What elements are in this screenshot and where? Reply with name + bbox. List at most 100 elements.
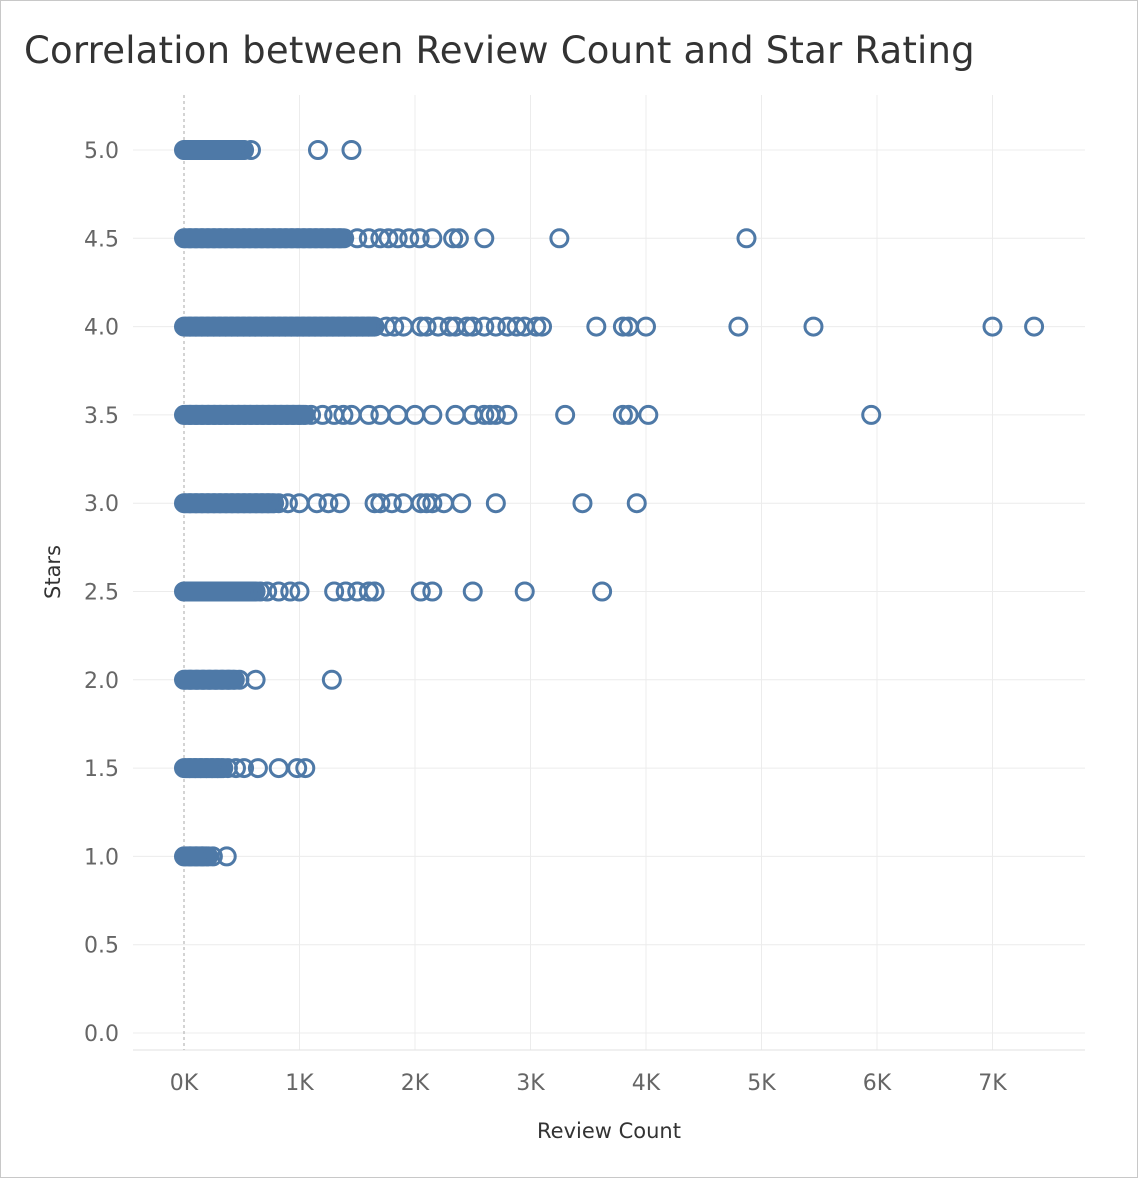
data-point xyxy=(497,404,518,425)
x-tick-label: 7K xyxy=(978,1071,1007,1096)
data-point xyxy=(358,404,379,425)
data-point xyxy=(462,581,483,602)
y-tick-label: 1.5 xyxy=(84,757,119,782)
x-tick-label: 4K xyxy=(632,1071,661,1096)
data-points xyxy=(174,140,1045,867)
data-point xyxy=(618,404,639,425)
y-tick-label: 0.0 xyxy=(84,1022,119,1047)
x-tick-label: 2K xyxy=(401,1071,430,1096)
data-point xyxy=(409,228,430,249)
data-point xyxy=(1024,316,1045,337)
data-point xyxy=(247,758,268,779)
data-point xyxy=(451,493,472,514)
y-tick-label: 4.5 xyxy=(84,227,119,252)
data-point xyxy=(289,581,310,602)
data-point xyxy=(318,493,339,514)
data-point xyxy=(532,316,553,337)
y-tick-label: 1.0 xyxy=(84,845,119,870)
data-point xyxy=(257,581,278,602)
data-point xyxy=(422,581,443,602)
data-point xyxy=(462,316,483,337)
y-tick-label: 2.5 xyxy=(84,581,119,606)
data-point xyxy=(307,140,328,160)
data-point xyxy=(216,846,237,867)
data-point xyxy=(306,493,327,514)
data-point xyxy=(982,316,1003,337)
data-point xyxy=(549,228,570,249)
data-point xyxy=(443,228,464,249)
data-point xyxy=(474,404,495,425)
dense-point-cluster xyxy=(175,140,253,160)
data-point xyxy=(448,228,469,249)
dense-point-cluster xyxy=(175,669,244,690)
data-point xyxy=(572,493,593,514)
data-point xyxy=(422,228,443,249)
data-point xyxy=(736,228,757,249)
data-point xyxy=(277,493,298,514)
chart-title: Correlation between Review Count and Sta… xyxy=(24,29,975,72)
data-point xyxy=(321,669,342,690)
data-point xyxy=(234,758,255,779)
data-point xyxy=(861,404,882,425)
data-point xyxy=(474,316,495,337)
data-point xyxy=(240,140,261,160)
data-point xyxy=(612,404,633,425)
data-point xyxy=(612,316,633,337)
x-axis-ticks: 0K 1K 2K 3K 4K 5K 6K 7K xyxy=(170,1071,1007,1096)
data-point xyxy=(636,316,656,337)
x-tick-label: 6K xyxy=(863,1071,892,1096)
y-tick-label: 3.0 xyxy=(84,492,119,517)
data-point xyxy=(202,846,223,867)
dense-point-cluster xyxy=(175,404,314,425)
x-axis-label: Review Count xyxy=(537,1119,681,1143)
y-tick-label: 5.0 xyxy=(84,139,119,164)
data-point xyxy=(728,316,749,337)
x-tick-label: 3K xyxy=(516,1071,545,1096)
data-point xyxy=(225,758,246,779)
data-point xyxy=(287,758,308,779)
data-point xyxy=(526,316,547,337)
data-point xyxy=(295,758,316,779)
data-point xyxy=(301,404,322,425)
data-point xyxy=(485,493,506,514)
data-point xyxy=(399,228,420,249)
data-point xyxy=(410,493,431,514)
data-point xyxy=(364,581,385,602)
data-point xyxy=(506,316,527,337)
data-point xyxy=(474,228,495,249)
data-point xyxy=(381,493,402,514)
data-point xyxy=(485,404,506,425)
dense-point-cluster xyxy=(175,493,283,514)
data-point xyxy=(329,493,350,514)
data-point xyxy=(422,493,443,514)
data-point xyxy=(626,493,647,514)
data-point xyxy=(586,316,607,337)
data-point xyxy=(803,316,824,337)
y-axis-ticks: 0.0 0.5 1.0 1.5 2.0 2.5 3.0 3.5 4.0 4.5 5.0 xyxy=(84,139,119,1047)
y-tick-label: 2.0 xyxy=(84,669,119,694)
data-point xyxy=(312,404,333,425)
data-point xyxy=(280,581,301,602)
data-point xyxy=(422,404,443,425)
y-tick-label: 0.5 xyxy=(84,934,119,959)
data-point xyxy=(324,581,345,602)
data-point xyxy=(387,228,408,249)
data-point xyxy=(592,581,613,602)
data-point xyxy=(410,581,431,602)
data-point xyxy=(485,316,506,337)
data-point xyxy=(347,228,368,249)
dense-point-cluster xyxy=(175,758,232,779)
data-point xyxy=(245,669,266,690)
data-point xyxy=(416,316,437,337)
x-tick-label: 1K xyxy=(285,1071,314,1096)
data-point xyxy=(370,493,391,514)
data-point xyxy=(335,581,356,602)
data-point xyxy=(358,581,379,602)
data-point xyxy=(555,404,576,425)
dense-point-cluster xyxy=(175,316,384,337)
dense-point-cluster xyxy=(175,228,355,249)
y-tick-label: 4.0 xyxy=(84,316,119,341)
y-tick-label: 3.5 xyxy=(84,404,119,429)
y-axis-label: Stars xyxy=(41,545,65,599)
